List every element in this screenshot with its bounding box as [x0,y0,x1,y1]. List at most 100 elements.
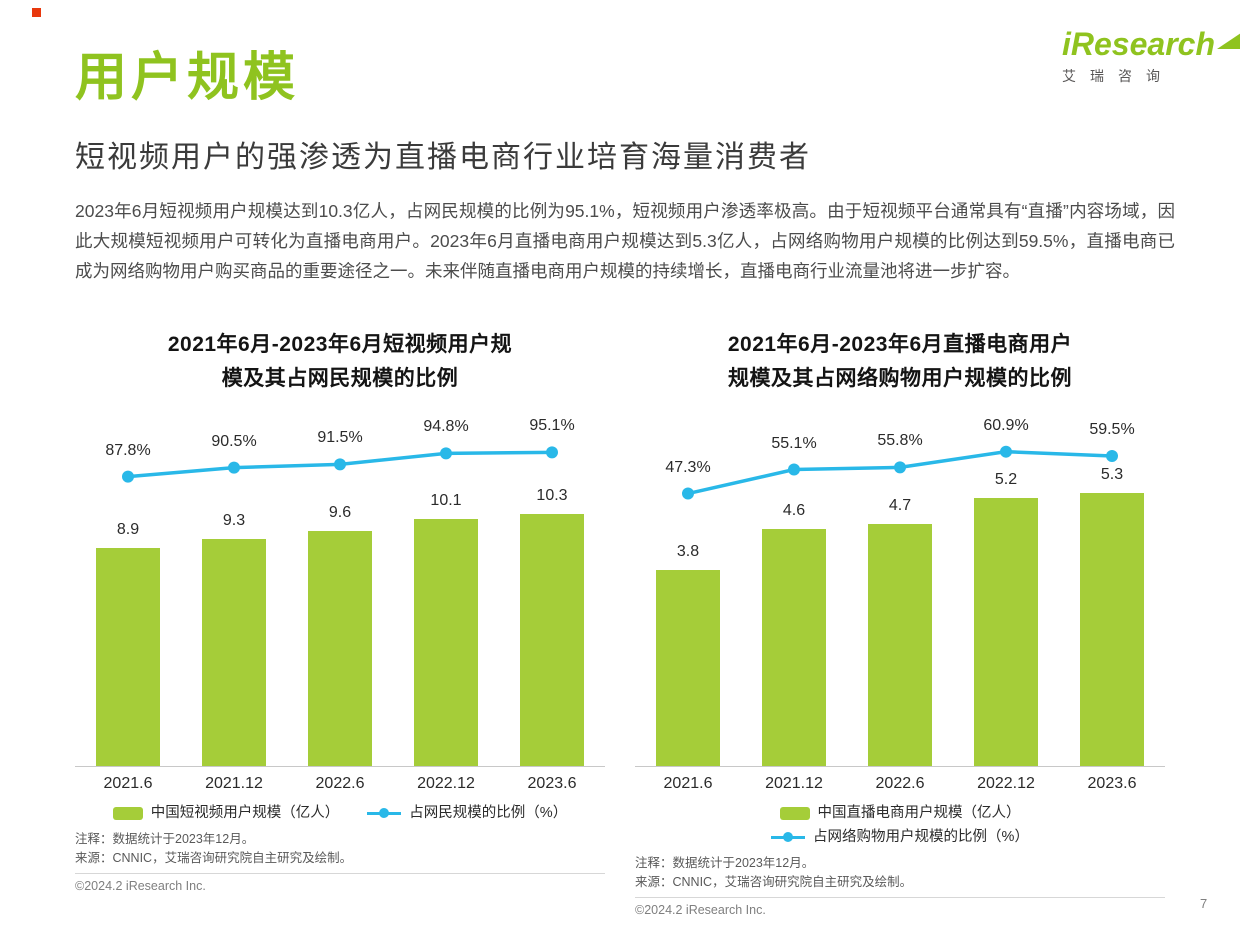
iresearch-logo: iResearch 艾瑞咨询 [1062,28,1240,86]
x-axis-label: 2021.6 [663,775,713,792]
bar-swatch-icon [112,806,143,820]
page-number: 7 [1200,896,1208,911]
line-dot-icon [379,808,390,818]
bar [656,570,720,766]
bar [308,531,372,766]
chart-title: 2021年6月-2023年6月短视频用户规 模及其占网民规模的比例 [75,328,605,396]
bar-value-label: 8.9 [116,521,140,539]
bar [974,497,1038,766]
line-point [894,461,906,474]
line-dot-icon [783,832,794,842]
legend: 中国直播电商用户规模（亿人） 占网络购物用户规模的比例（%） [635,803,1165,847]
legend-label: 占网络购物用户规模的比例（%） [813,829,1029,845]
x-axis-label: 2021.6 [103,775,153,792]
line-point-label: 55.1% [771,434,817,452]
bar-value-label: 3.8 [676,543,700,561]
bar [762,528,826,766]
chart-notes: 注释：数据统计于2023年12月。来源：CNNIC，艾瑞咨询研究院自主研究及绘制… [75,830,605,868]
line-point-label: 87.8% [105,441,151,459]
line-point-label: 60.9% [983,416,1029,434]
legend-item-bar: 中国短视频用户规模（亿人） [112,803,340,823]
line-point-label: 91.5% [317,429,363,447]
bar-value-label: 4.7 [888,496,912,514]
note-source: 来源：CNNIC，艾瑞咨询研究院自主研究及绘制。 [635,875,913,889]
line-point [228,461,240,474]
chart-title-line: 规模及其占网络购物用户规模的比例 [728,367,1072,390]
x-axis: 2021.6 2021.12 2022.6 2022.12 2023.6 [635,767,1165,801]
line-point [1000,445,1012,458]
line-point [122,470,134,483]
bar-swatch-icon [779,806,810,820]
chart-live-ecommerce-users: 2021年6月-2023年6月直播电商用户 规模及其占网络购物用户规模的比例 3.8… [635,328,1165,917]
page-title: 用户规模 [75,49,300,107]
logo-flag-icon [1216,33,1240,49]
legend: 中国短视频用户规模（亿人） 占网民规模的比例（%） [75,803,605,823]
page-subtitle: 短视频用户的强渗透为直播电商行业培育海量消费者 [75,141,811,174]
plot-area: 3.8 4.6 4.7 5.2 5.3 47.3% 55.1% 55.8% 60.9% 59.5% [635,406,1165,767]
legend-row: 占网络购物用户规模的比例（%） [771,827,1029,847]
line-point [440,447,452,460]
x-axis-label: 2021.12 [205,775,263,792]
logo-chinese-name: 艾瑞咨询 [1062,68,1174,84]
line-point [788,463,800,476]
chart-title-line: 2021年6月-2023年6月直播电商用户 [727,333,1073,356]
bar-value-label: 10.1 [430,492,462,510]
x-axis-label: 2022.12 [977,775,1035,792]
legend-item-line: 占网民规模的比例（%） [367,803,567,823]
logo-wordmark: iResearch [1062,26,1215,62]
note-annotation: 注释：数据统计于2023年12月。 [75,832,255,846]
legend-label: 中国直播电商用户规模（亿人） [817,805,1021,821]
legend-row: 中国短视频用户规模（亿人） 占网民规模的比例（%） [112,803,567,823]
x-axis-label: 2023.6 [527,775,577,792]
line-point-label: 47.3% [665,458,711,476]
bar-value-label: 5.3 [1100,465,1124,483]
legend-row: 中国直播电商用户规模（亿人） [779,803,1021,823]
line-point [682,487,694,500]
chart-title-line: 2021年6月-2023年6月短视频用户规 [167,333,513,356]
x-axis-label: 2023.6 [1087,775,1137,792]
bar [868,523,932,766]
legend-label: 中国短视频用户规模（亿人） [150,805,340,821]
chart-copyright: ©2024.2 iResearch Inc. [75,873,605,893]
bar-value-label: 5.2 [994,470,1018,488]
note-source: 来源：CNNIC，艾瑞咨询研究院自主研究及绘制。 [75,851,353,865]
corner-mark [32,8,41,17]
legend-item-line: 占网络购物用户规模的比例（%） [771,827,1029,847]
bar [414,519,478,766]
chart-title-line: 模及其占网民规模的比例 [221,367,459,390]
bar [96,548,160,766]
line-point [334,458,346,471]
chart-copyright: ©2024.2 iResearch Inc. [635,897,1165,917]
chart-notes: 注释：数据统计于2023年12月。来源：CNNIC，艾瑞咨询研究院自主研究及绘制… [635,854,1165,892]
line-point-label: 90.5% [211,432,257,450]
bar [520,514,584,766]
line-swatch-icon [771,832,806,842]
chart-short-video-users: 2021年6月-2023年6月短视频用户规 模及其占网民规模的比例 8.9 9.3 9.… [75,328,605,917]
body-paragraph: 2023年6月短视频用户规模达到10.3亿人，占网民规模的比例为95.1%，短视… [75,201,1175,281]
x-axis: 2021.6 2021.12 2022.6 2022.12 2023.6 [75,767,605,801]
line-swatch-icon [367,808,402,818]
x-axis-label: 2022.6 [315,775,365,792]
line-point [546,446,558,459]
bar-value-label: 9.3 [222,511,246,529]
bar [202,538,266,766]
bar-value-label: 4.6 [782,501,806,519]
plot-area: 8.9 9.3 9.6 10.1 10.3 87.8% 90.5% 91.5% 94.8% 95.… [75,406,605,767]
line-point-label: 59.5% [1089,421,1135,438]
legend-label: 占网民规模的比例（%） [409,805,568,821]
bar-value-label: 9.6 [328,504,352,522]
line-point-label: 55.8% [877,432,923,450]
chart-title: 2021年6月-2023年6月直播电商用户 规模及其占网络购物用户规模的比例 [635,328,1165,396]
note-annotation: 注释：数据统计于2023年12月。 [635,856,815,870]
line-point [1106,450,1118,462]
x-axis-label: 2022.6 [875,775,925,792]
x-axis-label: 2021.12 [765,775,823,792]
legend-item-bar: 中国直播电商用户规模（亿人） [779,803,1021,823]
bar-value-label: 10.3 [536,487,568,505]
bar [1080,492,1144,766]
logo-row: iResearch [1062,28,1240,60]
x-axis-label: 2022.12 [417,775,475,792]
charts-section: 2021年6月-2023年6月短视频用户规 模及其占网民规模的比例 8.9 9.3 9.… [75,328,1165,917]
line-point-label: 94.8% [423,418,469,436]
